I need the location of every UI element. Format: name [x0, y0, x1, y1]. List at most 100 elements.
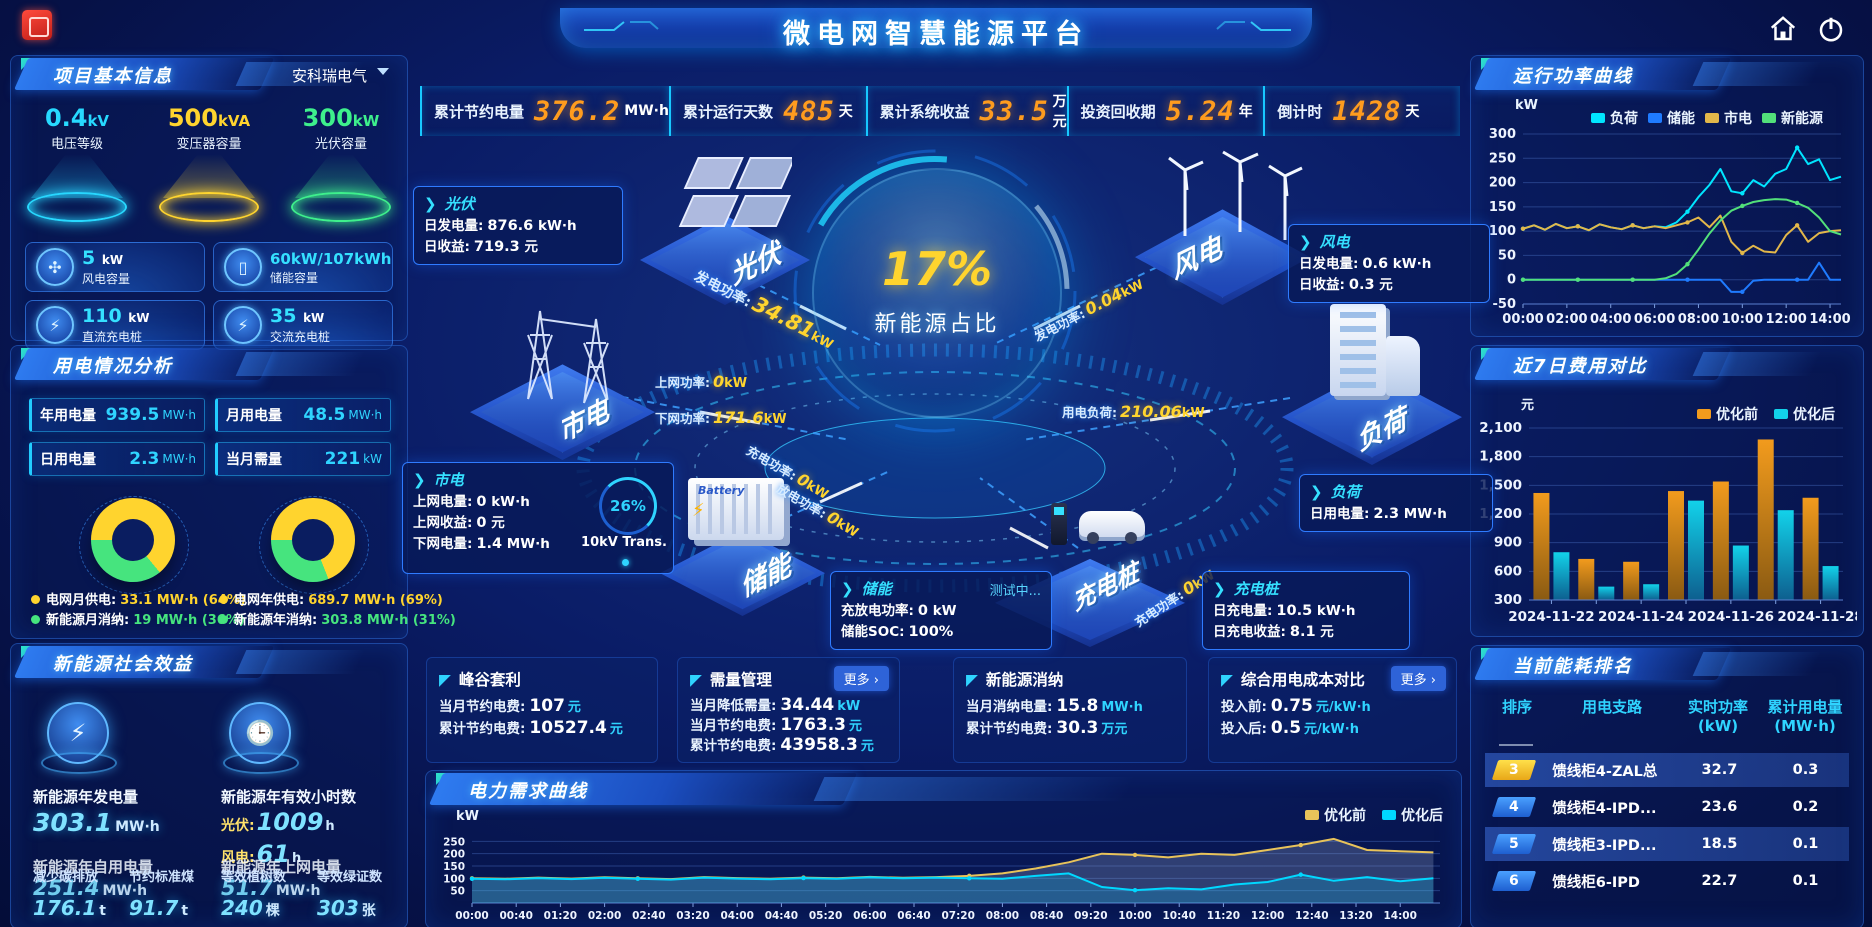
panel-cost-header: 近7日费用对比 [1471, 346, 1863, 384]
svg-text:50: 50 [450, 886, 465, 898]
legend-item-before[interactable]: 优化前 [1305, 805, 1366, 825]
stat-day-usage: 日用电量 2.3 MW·h [29, 442, 205, 476]
pedestal-row: 0.4kV 电压等级 500kVA 变压器容量 300kW 光伏容量 [11, 104, 407, 234]
more-button[interactable]: 更多 › [833, 666, 889, 691]
pedestal-pv: 300kW 光伏容量 [282, 104, 400, 234]
svg-text:300: 300 [1489, 127, 1516, 142]
svg-text:05:20: 05:20 [809, 910, 842, 922]
demand-legend: 优化前 优化后 [1305, 805, 1443, 825]
legend-item-before[interactable]: 优化前 [1697, 404, 1758, 424]
charging-pile-icon [1051, 503, 1067, 545]
svg-text:00:40: 00:40 [499, 910, 532, 922]
rank-badge: 3 [1491, 760, 1537, 780]
svg-text:1,800: 1,800 [1479, 449, 1522, 465]
benefit-cert-label: 等效绿证数 [317, 870, 383, 885]
legend-item-renew[interactable]: 新能源 [1762, 108, 1823, 128]
legend-item-after[interactable]: 优化后 [1774, 404, 1835, 424]
storage-status: 测试中... [989, 584, 1041, 599]
benefit-gen-value: 303.1 MW·h [33, 808, 160, 837]
island-pv: 光伏 [640, 150, 810, 305]
legend-item-load[interactable]: 负荷 [1591, 108, 1638, 128]
glow-cone [163, 154, 255, 198]
legend-swatch [1762, 113, 1776, 123]
gauge-dot [622, 559, 629, 566]
panel-project-info: 项目基本信息 安科瑞电气 0.4kV 电压等级 500kVA 变压器容量 300… [10, 55, 408, 350]
table-row[interactable]: 3 馈线柜4-ZAL总 32.7 0.3 [1485, 753, 1849, 787]
legend-item-after[interactable]: 优化后 [1382, 805, 1443, 825]
panel-cost-title: 近7日费用对比 [1513, 356, 1648, 377]
renewable-ratio-value: 17% [881, 242, 993, 296]
legend-swatch [1591, 113, 1605, 123]
glow-base [291, 192, 391, 222]
svg-text:11:20: 11:20 [1207, 910, 1240, 922]
home-icon[interactable] [1766, 14, 1800, 44]
capacity-grid: ✣ 5 kW 风电容量 ▯ 60kW/107kWh 储能容量 ⚡ 110 kW 直流充电桩 … [25, 242, 393, 350]
legend-item-storage[interactable]: 储能 [1648, 108, 1695, 128]
svg-text:2,100: 2,100 [1479, 422, 1522, 436]
benefit-coal-value: 91.7 t [129, 896, 189, 920]
rank-badge: 6 [1491, 871, 1537, 891]
flow-from-grid: 下网功率: 171.6kW [655, 408, 787, 427]
arrow-icon: ❯ [1213, 580, 1226, 598]
dc-charger-icon: ⚡ [36, 306, 74, 344]
benefit-co2-label: 减少碳排放 [33, 870, 99, 885]
card-charger: ❯ 充电桩 日充电量: 10.5 kW·h 日充电收益: 8.1 元 [1202, 571, 1410, 650]
transformer-gauge: 26% [599, 477, 657, 535]
svg-text:02:00: 02:00 [1546, 312, 1587, 327]
power-chart: -50 0 50 100 150 200 250 300 00:00 02:00 04:00 06:0… [1489, 127, 1851, 327]
donut-ring-decor [79, 496, 189, 594]
svg-text:600: 600 [1494, 563, 1522, 579]
kpi-run-days: 累计运行天数 485 天 [668, 86, 866, 136]
cost-axis-unit: 元 [1521, 398, 1535, 413]
flow-load-power: 用电负荷: 210.06kW [1062, 402, 1205, 421]
battery-container-icon: Battery ⚡ [688, 478, 784, 540]
panel-rank-title: 当前能耗排名 [1513, 656, 1633, 677]
donut-month [91, 498, 175, 582]
glow-cone [295, 154, 387, 198]
svg-text:900: 900 [1494, 535, 1522, 551]
card-peak-valley: ◤ 峰谷套利 当月节约电费: 107 元 累计节约电费: 10527.4 元 [426, 657, 658, 763]
legend-swatch [1774, 409, 1788, 419]
company-selector[interactable]: 安科瑞电气 [291, 67, 367, 85]
more-button[interactable]: 更多 › [1390, 666, 1446, 691]
rank-badge: 4 [1491, 797, 1537, 817]
generation-icon: ⚡ [41, 702, 117, 774]
renewable-ratio-hub: 17% 新能源占比 [812, 168, 1062, 418]
demand-axis-unit: kW [456, 809, 479, 824]
pedestal-voltage: 0.4kV 电压等级 [18, 104, 136, 234]
col-rank: 排序 [1501, 698, 1532, 716]
svg-text:00:00: 00:00 [455, 910, 488, 922]
svg-text:06:00: 06:00 [853, 910, 886, 922]
corner-arrow-icon: ◤ [1221, 671, 1233, 689]
table-row[interactable]: 4 馈线柜4-IPD... 23.6 0.2 [1485, 790, 1849, 824]
header-divider [1499, 744, 1533, 746]
svg-text:02:40: 02:40 [632, 910, 665, 922]
donut-ring-decor [259, 496, 369, 594]
kpi-income: 累计系统收益 33.5 万元 [865, 86, 1067, 136]
svg-text:250: 250 [1489, 151, 1516, 166]
panel-usage-header: 用电情况分析 [11, 346, 407, 384]
card-demand-mgmt: ◤ 需量管理 更多 › 当月降低需量: 34.44 kW 当月节约电费: 1763.3 元… [677, 657, 900, 763]
stat-year-usage: 年用电量 939.5 MW·h [29, 398, 205, 432]
svg-text:12:00: 12:00 [1765, 312, 1806, 327]
svg-text:10:40: 10:40 [1162, 910, 1195, 922]
table-row[interactable]: 5 馈线柜3-IPD... 18.5 0.1 [1485, 827, 1849, 861]
kpi-payback: 投资回收期 5.24 年 [1066, 86, 1264, 136]
legend-item-grid[interactable]: 市电 [1705, 108, 1752, 128]
svg-text:13:20: 13:20 [1339, 910, 1372, 922]
usage-stats: 年用电量 939.5 MW·h 月用电量 48.5 MW·h 日用电量 2.3 MW·h 当… [29, 398, 391, 476]
svg-text:01:20: 01:20 [544, 910, 577, 922]
svg-text:08:00: 08:00 [986, 910, 1019, 922]
col-power: 实时功率 (kW) [1687, 698, 1748, 735]
svg-text:02:00: 02:00 [588, 910, 621, 922]
svg-text:-50: -50 [1493, 297, 1517, 312]
svg-text:150: 150 [1489, 200, 1516, 215]
panel-cost-compare: 近7日费用对比 元 优化前 优化后 300 600 900 1,200 1,500 1,8… [1470, 345, 1864, 637]
transformer-gauge-label: 10kV Trans. [581, 535, 667, 550]
power-icon[interactable] [1814, 14, 1848, 44]
chevron-down-icon[interactable] [377, 68, 389, 75]
table-row[interactable]: 6 馈线柜6-IPD 22.7 0.1 [1485, 864, 1849, 898]
svg-text:200: 200 [1489, 176, 1516, 191]
solar-panels-icon [678, 157, 792, 227]
